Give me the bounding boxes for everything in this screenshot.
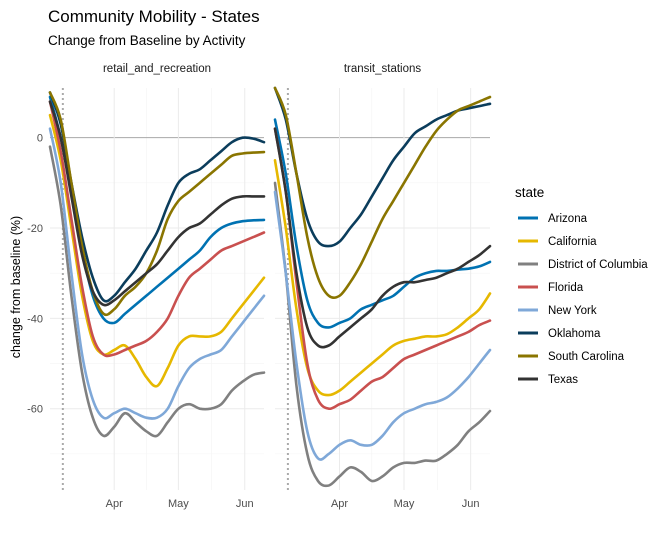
- y-tick-label: -60: [27, 404, 43, 416]
- series-line-oklahoma: [48, 91, 266, 303]
- x-tick-label: May: [168, 498, 189, 510]
- legend-label: Florida: [548, 282, 584, 294]
- series-line-district-of-columbia: [48, 145, 266, 438]
- series-line-texas: [48, 100, 266, 307]
- x-tick-label: Apr: [331, 498, 348, 510]
- series-line-south-carolina: [48, 91, 266, 317]
- legend-label: Texas: [548, 374, 578, 386]
- legend-item: California: [518, 236, 597, 248]
- y-tick-label: 0: [37, 133, 43, 145]
- legend-item: Oklahoma: [518, 328, 601, 340]
- panels-group: retail_and_recreation Apr May Jun 0 -20 -40 -60…: [27, 63, 492, 510]
- legend-label: Arizona: [548, 213, 588, 225]
- series-line-new-york: [273, 190, 492, 461]
- legend: Arizona California District of Columbia Flo…: [518, 213, 648, 386]
- legend-label: Oklahoma: [548, 328, 601, 340]
- legend-label: California: [548, 236, 597, 248]
- legend-item: District of Columbia: [518, 259, 648, 271]
- legend-label: New York: [548, 305, 597, 317]
- y-axis-label: change from baseline (%): [9, 216, 23, 358]
- y-tick-label: -40: [27, 313, 43, 325]
- x-tick-label: May: [394, 498, 415, 510]
- series-line-district-of-columbia: [273, 181, 492, 488]
- legend-item: New York: [518, 305, 597, 317]
- x-tick-label: Apr: [106, 498, 123, 510]
- panel-strip-label: retail_and_recreation: [103, 63, 211, 75]
- panel-transit_stations: transit_stations Apr May Jun: [273, 63, 492, 510]
- chart-title: Community Mobility - States: [48, 7, 260, 26]
- series-line-florida: [273, 127, 492, 411]
- legend-item: Arizona: [518, 213, 588, 225]
- x-tick-label: Jun: [462, 498, 480, 510]
- legend-label: District of Columbia: [548, 259, 648, 271]
- series-line-new-york: [48, 127, 266, 420]
- legend-item: Florida: [518, 282, 584, 294]
- chart-subtitle: Change from Baseline by Activity: [48, 33, 246, 48]
- x-tick-label: Jun: [236, 498, 254, 510]
- legend-item: Texas: [518, 374, 578, 386]
- legend-label: South Carolina: [548, 351, 625, 363]
- series-line-florida: [48, 100, 266, 358]
- panel-retail_and_recreation: retail_and_recreation Apr May Jun 0 -20 -40 -60: [27, 63, 266, 510]
- panel-strip-label: transit_stations: [344, 63, 422, 75]
- series-line-south-carolina: [273, 86, 492, 300]
- series-line-california: [48, 113, 266, 388]
- series-line-texas: [273, 127, 492, 349]
- legend-title: state: [515, 185, 544, 200]
- y-tick-label: -20: [27, 223, 43, 235]
- legend-item: South Carolina: [518, 351, 625, 363]
